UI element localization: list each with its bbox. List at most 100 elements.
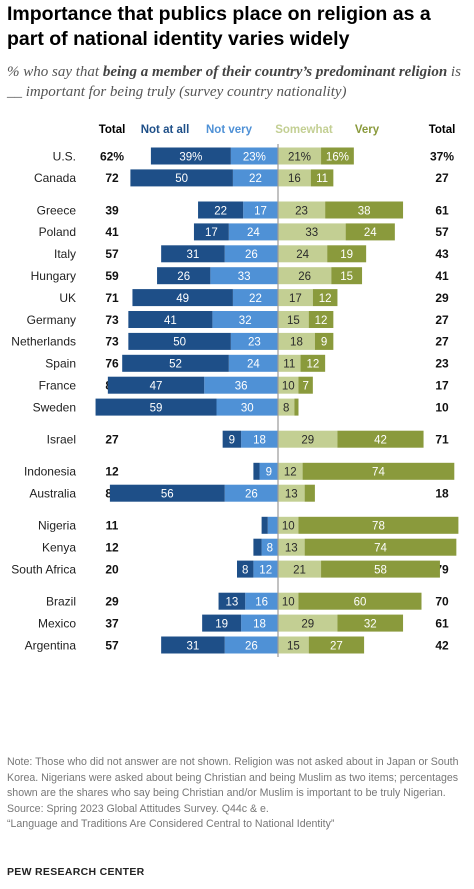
left-total-value: 12	[105, 541, 119, 555]
bar-not-at-all	[222, 430, 242, 448]
bar-not-very	[204, 376, 278, 394]
bar-not-very-label: 32	[239, 315, 252, 327]
left-total-value: 20	[105, 562, 119, 576]
bar-very	[298, 592, 422, 610]
bar-somewhat	[278, 289, 313, 307]
bar-somewhat	[278, 484, 305, 502]
bar-very-label: 27	[330, 640, 343, 652]
bar-somewhat-label: 29	[301, 435, 314, 447]
country-label: Kenya	[42, 541, 76, 555]
bar-very	[321, 560, 440, 578]
bar-not-very-label: 33	[238, 271, 251, 283]
bar-very	[337, 430, 424, 448]
bar-not-at-all	[202, 614, 242, 632]
bar-not-at-all-label: 17	[205, 227, 218, 239]
bar-somewhat-label: 18	[290, 337, 303, 349]
bar-very	[308, 311, 334, 328]
header-not-very: Not very	[206, 124, 253, 136]
left-total-value: 71	[105, 291, 119, 305]
bar-not-very-label: 9	[266, 467, 272, 479]
bar-not-at-all-label: 31	[187, 640, 200, 652]
bar-somewhat	[278, 311, 309, 328]
country-label: Nigeria	[38, 519, 76, 533]
bar-not-at-all	[237, 560, 254, 578]
bar-not-at-all-label: 47	[150, 381, 163, 393]
left-total-value: 72	[105, 171, 119, 185]
bar-not-at-all	[95, 398, 217, 416]
bar-somewhat	[278, 354, 301, 372]
right-total-value: 70	[435, 595, 449, 609]
bar-very	[294, 398, 299, 416]
source-text: Source: Spring 2023 Global Attitudes Sur…	[7, 802, 269, 815]
bar-very	[325, 201, 404, 219]
bar-very	[302, 462, 455, 480]
bar-very-label: 74	[374, 543, 387, 555]
bar-not-at-all-label: 49	[176, 293, 189, 305]
bar-not-at-all	[218, 592, 246, 610]
right-total-value: 17	[435, 379, 449, 393]
bar-very	[321, 147, 354, 165]
bar-very-label: 58	[374, 564, 387, 576]
bar-not-very-label: 23%	[243, 151, 266, 163]
bar-not-at-all	[109, 484, 225, 502]
bar-very	[327, 245, 367, 263]
country-label: Canada	[34, 171, 76, 185]
bar-very	[304, 538, 457, 556]
bar-not-at-all	[157, 267, 211, 285]
bar-somewhat	[278, 430, 338, 448]
right-total-value: 29	[435, 291, 449, 305]
left-total-value: 41	[105, 225, 119, 239]
bar-not-at-all-label: 41	[164, 315, 177, 327]
bar-very	[310, 169, 334, 187]
bar-somewhat	[278, 398, 295, 416]
bar-not-at-all	[128, 311, 213, 328]
bar-not-at-all-label: 22	[214, 205, 227, 217]
bar-very	[314, 332, 334, 350]
country-label: Italy	[54, 247, 76, 261]
subtitle-suffix: is __ important for being truly (survey …	[7, 64, 461, 100]
org-name: PEW RESEARCH CENTER	[7, 866, 145, 878]
bar-very-label: 12	[306, 359, 319, 371]
bar-very-label: 19	[340, 249, 353, 261]
header-somewhat: Somewhat	[275, 124, 333, 136]
country-label: South Africa	[11, 562, 76, 576]
bar-somewhat	[278, 516, 299, 534]
bar-somewhat-label: 29	[301, 618, 314, 630]
header-very: Very	[355, 124, 380, 136]
bar-somewhat-label: 21	[293, 564, 306, 576]
bar-not-very	[224, 484, 278, 502]
right-total-value: 27	[435, 313, 449, 327]
bar-not-at-all	[128, 332, 231, 350]
bar-somewhat	[278, 560, 322, 578]
report-title: “Language and Traditions Are Considered …	[7, 818, 335, 831]
right-total-value: 10	[435, 400, 449, 414]
bar-very	[331, 267, 363, 285]
bar-not-at-all	[122, 354, 229, 372]
bar-not-very-label: 23	[248, 337, 261, 349]
country-label: Brazil	[46, 595, 76, 609]
bar-not-very-label: 8	[267, 543, 273, 555]
header-right-total: Total	[429, 124, 456, 136]
bar-not-very-label: 26	[245, 489, 258, 501]
bar-not-at-all-label: 59	[150, 402, 163, 414]
bar-not-very-label: 24	[247, 359, 260, 371]
bar-not-at-all-label: 26	[177, 271, 190, 283]
bar-very	[300, 354, 326, 372]
bar-not-at-all-label: 19	[215, 618, 228, 630]
left-total-value: 39	[105, 203, 119, 217]
bar-very	[308, 636, 365, 654]
right-total-value: 43	[435, 247, 449, 261]
left-total-value: 73	[105, 313, 119, 327]
bar-somewhat-label: 8	[283, 402, 289, 414]
subtitle-bold: being a member of their country’s predom…	[102, 64, 448, 80]
left-total-value: 57	[105, 247, 119, 261]
right-total-value: 23	[435, 357, 449, 371]
bar-not-at-all	[130, 169, 233, 187]
bar-not-at-all-label: 13	[225, 597, 238, 609]
bar-not-very	[224, 636, 278, 654]
bar-very-label: 9	[321, 337, 327, 349]
bar-not-very-label: 17	[254, 205, 267, 217]
header-not-at-all: Not at all	[141, 124, 190, 136]
bar-somewhat	[278, 636, 309, 654]
bar-somewhat-label: 11	[283, 359, 295, 371]
